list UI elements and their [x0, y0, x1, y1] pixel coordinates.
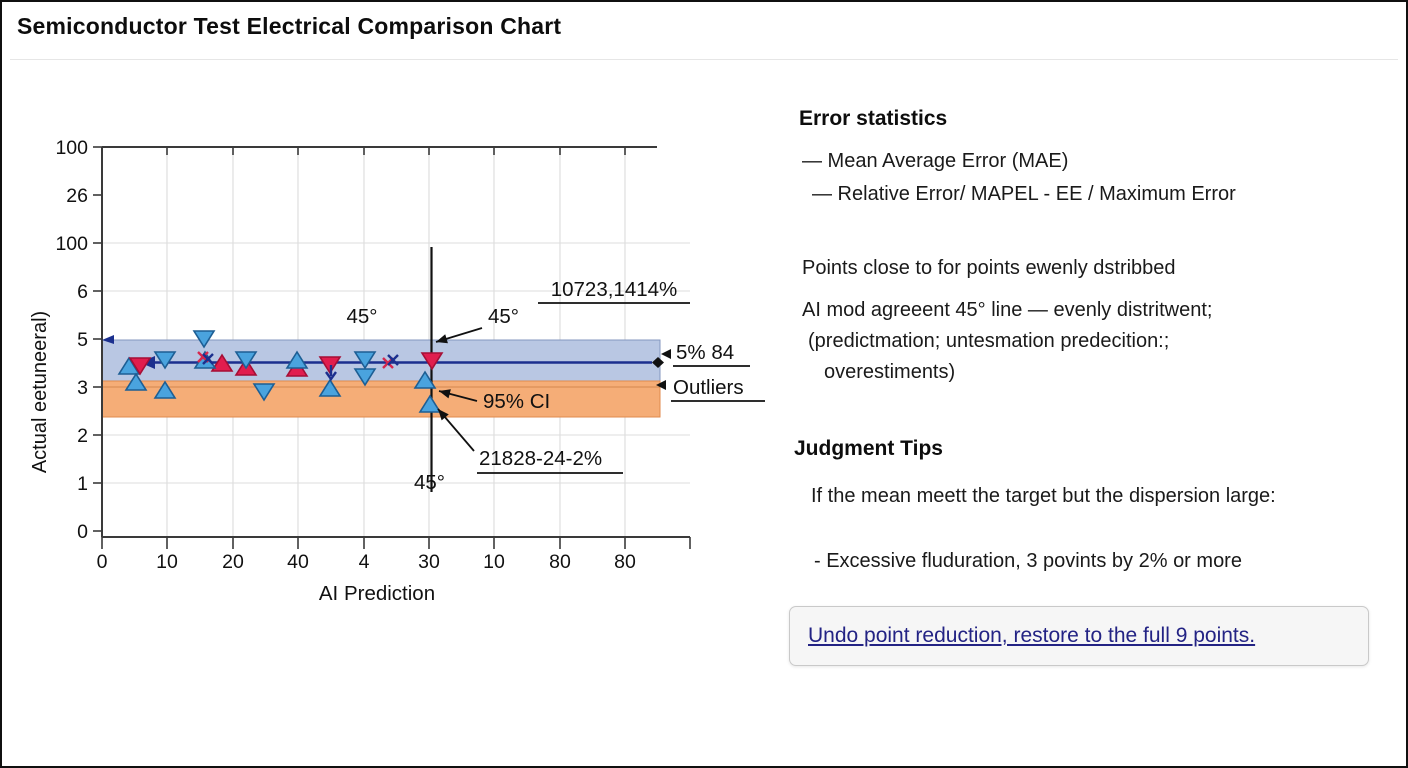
marker-blue-up — [117, 356, 141, 375]
annotation-percent-callout-bottom: 21828-24-2% — [479, 447, 602, 470]
marker-red-down — [420, 352, 444, 371]
error-statistics-heading: Error statistics — [799, 107, 948, 130]
marker-blue-down — [252, 383, 276, 402]
judgment-line: If the mean meett the target but the dis… — [811, 485, 1276, 507]
marker-blue-up — [318, 378, 342, 397]
annotation-ci-callout: 95% CI — [483, 390, 550, 413]
marker-red-up — [210, 353, 234, 372]
marker-red-x — [197, 351, 209, 363]
y-tick-label: 100 — [55, 137, 88, 159]
marker-blue-down — [353, 351, 377, 370]
title-divider — [10, 59, 1398, 60]
x-axis-title: AI Prediction — [319, 582, 435, 605]
annotation-angle-label-bottom: 45° — [414, 471, 445, 494]
y-tick-label: 1 — [77, 473, 88, 495]
marker-blue-up — [285, 350, 309, 369]
marker-red-down — [128, 357, 152, 376]
x-tick-label: 80 — [614, 551, 636, 573]
error-stat-item-mae: — Mean Average Error (MAE) — [802, 150, 1069, 172]
x-tick-label: 20 — [222, 551, 244, 573]
mean-line-end-diamond — [652, 357, 664, 368]
page-title: Semiconductor Test Electrical Comparison… — [17, 13, 562, 39]
y-tick-label: 5 — [77, 329, 88, 351]
y-tick-label: 0 — [77, 521, 88, 543]
y-tick-label: 3 — [77, 377, 88, 399]
y-tick-label: 2 — [77, 425, 88, 447]
x-tick-label: 40 — [287, 551, 309, 573]
note-points-distribution: Points close to for points ewenly dstrib… — [802, 257, 1176, 279]
y-tick-label: 100 — [55, 233, 88, 255]
marker-navy-x — [387, 354, 399, 366]
note-agreement-line: AI mod agreeent 45° line — evenly distri… — [802, 299, 1213, 321]
note-prediction-terms: (predictmation; untesmation predecition:… — [808, 330, 1170, 352]
undo-point-reduction-link[interactable]: Undo point reduction, restore to the ful… — [808, 624, 1256, 647]
judgment-tips-heading: Judgment Tips — [794, 437, 943, 460]
x-tick-label: 10 — [483, 551, 505, 573]
comparison-chart: 45° 45° 10723,1414% 5% 84 Outliers 95% CI 2182… — [29, 137, 765, 605]
callout-pointer — [656, 380, 666, 390]
annotation-percent-callout-top: 10723,1414% — [551, 278, 678, 301]
x-tick-label: 80 — [549, 551, 571, 573]
y-tick-label: 6 — [77, 281, 88, 303]
band-corner-arrow — [102, 335, 114, 344]
marker-blue-down — [353, 368, 377, 387]
annotation-arrowhead-ci-callout — [439, 389, 451, 399]
ci-band-orange — [101, 380, 661, 418]
annotation-arrowhead-percent-callout-bottom — [438, 409, 449, 421]
marker-blue-down — [234, 351, 258, 370]
y-axis-title: Actual eetuneeral) — [29, 311, 51, 473]
error-stat-item-relative: — Relative Error/ MAPEL - EE / Maximum E… — [812, 183, 1236, 205]
annotation-outliers-callout: Outliers — [673, 376, 744, 399]
annotation-angle-label-right: 45° — [488, 305, 519, 328]
marker-blue-down — [153, 351, 177, 370]
ci-band-blue — [101, 339, 661, 382]
judgment-bullet: - Excessive fluduration, 3 povints by 2%… — [814, 550, 1242, 572]
marker-navy-arrow-down — [325, 371, 337, 382]
x-tick-label: 4 — [359, 551, 370, 573]
undo-box[interactable]: Undo point reduction, restore to the ful… — [789, 606, 1369, 666]
marker-blue-up — [418, 394, 442, 413]
x-tick-label: 10 — [156, 551, 178, 573]
y-tick-label: 26 — [66, 185, 88, 207]
marker-navy-x — [202, 353, 214, 365]
marker-blue-up — [124, 372, 148, 391]
marker-blue-up — [153, 380, 177, 399]
callout-pointer — [661, 349, 671, 359]
x-tick-label: 0 — [97, 551, 108, 573]
annotation-angle-label-left: 45° — [346, 305, 377, 328]
annotation-arrowhead-angle-label-right — [436, 334, 448, 344]
marker-blue-down — [192, 330, 216, 349]
x-tick-label: 30 — [418, 551, 440, 573]
marker-blue-up — [413, 370, 437, 389]
note-overestimate: overestiments) — [824, 361, 956, 383]
annotation-band-callout: 5% 84 — [676, 341, 734, 364]
